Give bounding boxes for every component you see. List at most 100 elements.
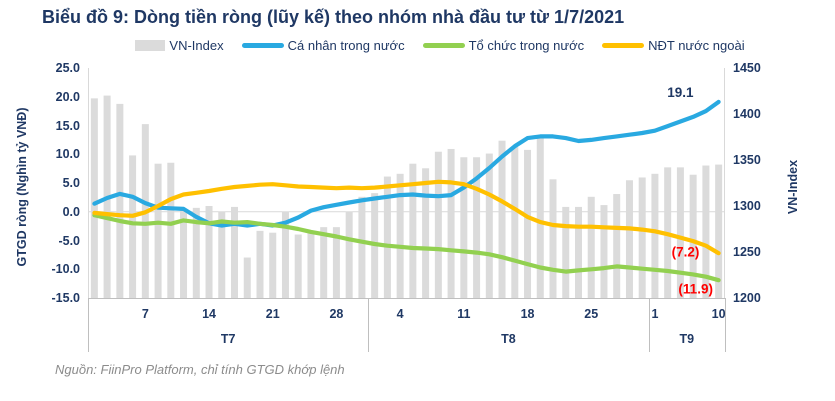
vnindex-bar xyxy=(269,232,277,298)
vnindex-bar xyxy=(345,211,353,298)
left-tick-label: 5.0 xyxy=(62,176,80,190)
x-day-label: 25 xyxy=(584,307,599,321)
vnindex-bar xyxy=(524,149,532,298)
vnindex-bar xyxy=(460,157,468,298)
legend-item-1: Cá nhân trong nước xyxy=(241,37,405,53)
vnindex-bar xyxy=(715,164,723,298)
vnindex-bar xyxy=(574,206,582,298)
legend-swatch-icon xyxy=(135,39,166,51)
x-day-label: 7 xyxy=(141,307,149,321)
right-tick-label: 1400 xyxy=(733,107,761,121)
right-tick-label: 1200 xyxy=(733,291,761,305)
vnindex-bar xyxy=(154,163,162,298)
x-axis-group-separator xyxy=(88,298,89,352)
line-series-2 xyxy=(92,179,721,256)
vnindex-bar xyxy=(689,174,697,298)
vnindex-bar xyxy=(409,163,417,298)
chart-title: Biểu đồ 9: Dòng tiền ròng (lũy kế) theo … xyxy=(42,7,625,27)
left-tick-label: -5.0 xyxy=(58,233,80,248)
vnindex-bar xyxy=(281,211,289,298)
left-tick-label: 0.0 xyxy=(62,204,80,219)
x-axis-line xyxy=(88,298,725,299)
legend: VN-Index Cá nhân trong nước Tổ chức trong … xyxy=(60,36,820,54)
right-tick-label: 1450 xyxy=(733,61,761,75)
legend-swatch-icon xyxy=(241,42,284,48)
vnindex-bar xyxy=(116,103,124,298)
vnindex-bar xyxy=(702,165,710,298)
x-axis-group-separator xyxy=(649,298,650,352)
data-annotation: (11.9) xyxy=(678,281,713,296)
plot-right-border xyxy=(724,68,725,298)
x-axis-group-separator xyxy=(725,298,726,352)
vnindex-bar xyxy=(218,211,226,298)
x-day-label: 18 xyxy=(520,307,535,321)
left-tick-label: 25.0 xyxy=(55,61,80,75)
vnindex-bar xyxy=(485,153,493,298)
vnindex-bar xyxy=(613,194,621,298)
x-axis-group-separator xyxy=(368,298,369,352)
line-series-1 xyxy=(92,213,721,283)
data-annotation: (7.2) xyxy=(672,245,700,260)
left-tick-label: 15.0 xyxy=(55,118,80,133)
left-tick-label: 20.0 xyxy=(55,89,80,104)
vnindex-bar xyxy=(473,157,481,298)
source-note: Nguồn: FiinPro Platform, chỉ tính GTGD k… xyxy=(55,362,345,377)
left-tick-label: -15.0 xyxy=(51,291,81,305)
legend-swatch-icon xyxy=(422,42,465,48)
vnindex-bar xyxy=(294,234,302,298)
vnindex-bar xyxy=(256,230,264,298)
x-day-label: 10 xyxy=(711,307,726,321)
vnindex-bar xyxy=(332,227,340,298)
vnindex-bar xyxy=(383,176,391,298)
x-month-label: T8 xyxy=(501,332,516,346)
vnindex-bar xyxy=(180,209,188,298)
vnindex-bar xyxy=(192,207,200,298)
legend-label: VN-Index xyxy=(169,37,224,53)
right-tick-label: 1250 xyxy=(733,245,761,259)
vnindex-bar xyxy=(205,206,213,298)
x-day-label: 4 xyxy=(396,307,404,321)
x-day-label: 28 xyxy=(329,307,344,321)
legend-item-3: NĐT nước ngoài xyxy=(602,37,745,53)
left-tick-label: 10.0 xyxy=(55,147,80,162)
vnindex-bar xyxy=(231,206,239,298)
plot-area: 19.1 (7.2) (11.9) xyxy=(88,85,725,298)
line-series-0 xyxy=(92,99,721,228)
right-tick-label: 1350 xyxy=(733,153,761,167)
vnindex-bar xyxy=(434,151,442,298)
vnindex-bar xyxy=(129,155,137,298)
legend-item-2: Tổ chức trong nước xyxy=(422,37,585,53)
vnindex-bar xyxy=(167,162,175,298)
vnindex-bar xyxy=(600,205,608,298)
legend-swatch-icon xyxy=(602,42,645,48)
vnindex-bar xyxy=(625,180,633,298)
vnindex-bar xyxy=(498,140,506,298)
vnindex-bar xyxy=(549,179,557,298)
legend-item-0: VN-Index xyxy=(135,37,224,53)
left-tick-label: -10.0 xyxy=(51,262,81,277)
vnindex-bar xyxy=(536,137,544,298)
legend-label: Tổ chức trong nước xyxy=(468,37,585,53)
vnindex-bar xyxy=(651,173,659,298)
legend-label: NĐT nước ngoài xyxy=(648,37,745,53)
vnindex-bar xyxy=(447,148,455,298)
right-axis-title: VN-Index xyxy=(786,159,800,215)
vnindex-bar xyxy=(358,196,366,298)
right-tick-label: 1300 xyxy=(733,199,761,213)
x-month-label: T7 xyxy=(220,332,236,346)
x-day-label: 1 xyxy=(651,307,659,321)
x-day-label: 14 xyxy=(202,307,216,321)
vnindex-bar xyxy=(511,147,519,298)
x-month-label: T9 xyxy=(679,332,695,346)
vnindex-bar xyxy=(307,230,315,298)
vnindex-bar xyxy=(587,196,595,298)
vnindex-bar xyxy=(422,168,430,298)
vnindex-bar xyxy=(562,206,570,298)
data-annotation: 19.1 xyxy=(667,85,694,100)
plot-left-border xyxy=(88,68,89,298)
vnindex-bar xyxy=(676,167,684,298)
vnindex-bar xyxy=(90,98,98,298)
legend-label: Cá nhân trong nước xyxy=(287,37,405,53)
vnindex-bar xyxy=(320,227,328,298)
